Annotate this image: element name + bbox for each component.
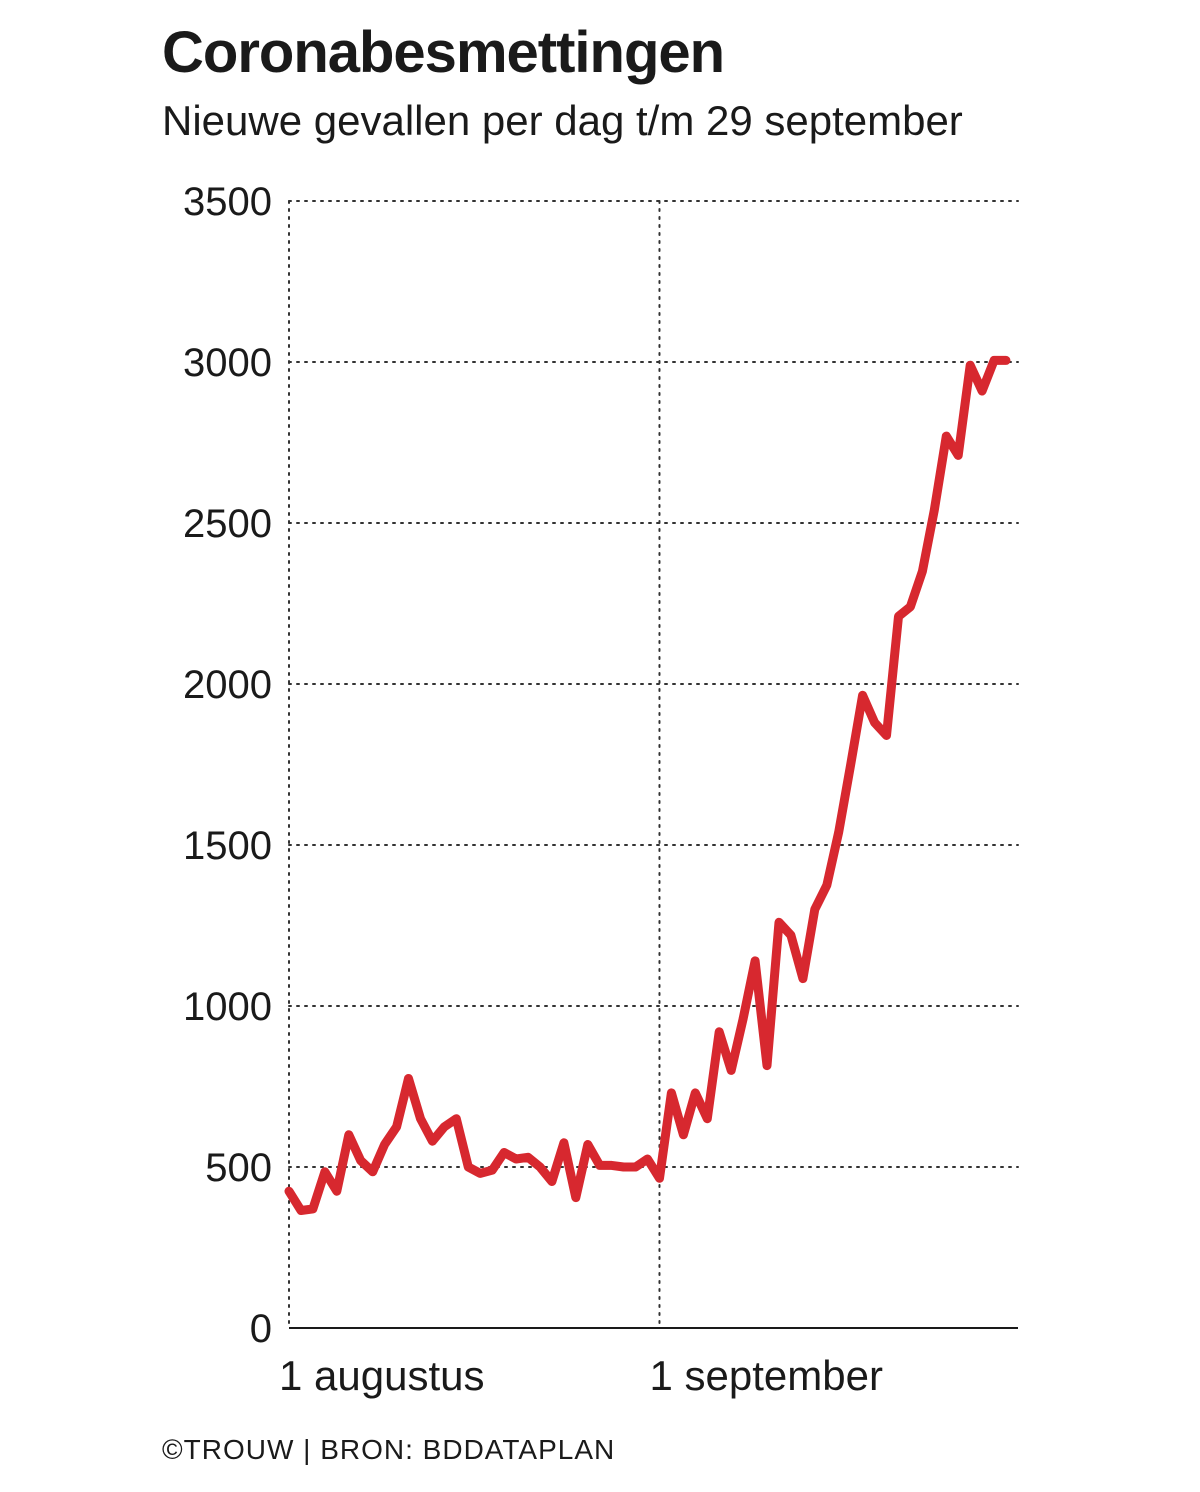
y-tick-label: 1000 — [183, 985, 272, 1029]
x-tick-label: 1 september — [649, 1352, 882, 1399]
y-tick-label: 3500 — [183, 180, 272, 224]
series-line — [284, 355, 1011, 1215]
x-tick-label: 1 augustus — [279, 1352, 485, 1399]
x-axis-ticks: 1 augustus 1 september — [279, 1352, 883, 1399]
chart-subtitle: Nieuwe gevallen per dag t/m 29 september — [162, 97, 963, 144]
y-tick-label: 2500 — [183, 502, 272, 546]
y-tick-label: 0 — [250, 1307, 272, 1351]
y-tick-label: 3000 — [183, 341, 272, 385]
gridlines — [288, 200, 1019, 1329]
series-layer — [284, 355, 1011, 1215]
y-tick-label: 500 — [205, 1146, 272, 1190]
y-tick-label: 2000 — [183, 663, 272, 707]
source-credit: ©TROUW | BRON: BDDATAPLAN — [162, 1434, 616, 1465]
chart-title: Coronabesmettingen — [162, 20, 725, 85]
y-tick-label: 1500 — [183, 824, 272, 868]
y-axis-ticks: 0 500 1000 1500 2000 2500 3000 3500 — [183, 180, 272, 1351]
